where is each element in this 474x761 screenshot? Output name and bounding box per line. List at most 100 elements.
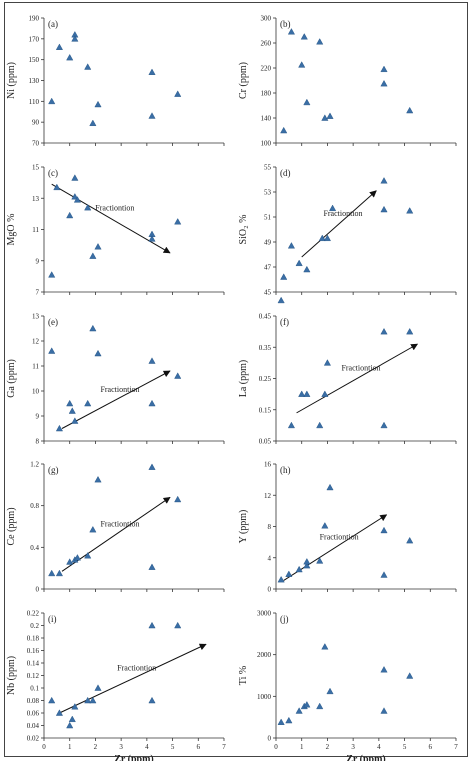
panel-c-label: (c)	[48, 168, 58, 178]
panel-e-ylabel: Ga (ppm)	[6, 359, 17, 398]
panel-b-data-point	[326, 112, 334, 119]
panel-b-data-point	[380, 65, 388, 73]
panel-f-data-point	[277, 296, 285, 304]
panel-f-label: (f)	[280, 317, 289, 327]
panel-i-label: (i)	[48, 614, 57, 624]
panel-h-data-point	[380, 526, 388, 534]
panel-g-data-point	[66, 558, 74, 565]
panel-j-label: (j)	[280, 614, 289, 624]
panel-e-data-point	[48, 347, 56, 354]
panel-i-xtick-label: 1	[68, 743, 72, 751]
panel-h-ylabel: Y (ppm)	[238, 510, 249, 544]
panel-e-ytick-label: 13	[32, 313, 40, 321]
panel-i-xtick-label: 3	[119, 743, 123, 751]
panel-f-annotation: Fractiontion	[341, 364, 380, 373]
panel-d-ytick-label: 47	[264, 264, 272, 272]
panel-e-data-point	[55, 424, 63, 432]
panel-f-data-point	[321, 390, 329, 397]
panel-g-label: (g)	[48, 465, 59, 475]
panel-h-data-point	[303, 561, 311, 569]
panel-a-data-point	[148, 68, 156, 75]
panel-b-data-point	[321, 114, 329, 121]
panel-i-ytick-label: 0.12	[27, 672, 40, 680]
panel-g-data-point	[174, 495, 182, 503]
panel-b-ytick-label: 100	[261, 140, 272, 148]
panel-d-data-point	[323, 234, 331, 242]
panel-c-data-point	[48, 271, 56, 278]
panel-f-ytick-label: 0.05	[259, 438, 272, 446]
panel-i-trend-arrow	[59, 643, 207, 714]
panel-a-data-point	[71, 35, 79, 42]
panel-a-ytick-label: 70	[32, 140, 40, 148]
panel-e-data-point	[68, 407, 76, 414]
panel-c-ylabel: MgO %	[6, 214, 17, 246]
panel-d-ytick-label: 55	[264, 164, 272, 172]
panel-e-data-point	[174, 372, 182, 379]
panel-e-label: (e)	[48, 317, 58, 327]
panel-b-data-point	[380, 80, 388, 87]
panel-f-ylabel: La (ppm)	[238, 360, 249, 398]
panel-f-data-point	[323, 359, 331, 366]
panel-f-ytick-label: 0.35	[259, 344, 272, 352]
panel-c-data-point	[71, 193, 79, 200]
panel-g-annotation: Fractiontion	[100, 519, 139, 528]
panel-h-data-point	[321, 522, 329, 529]
panel-j-data-point	[316, 702, 324, 710]
panel-h-ytick-label: 0	[268, 586, 272, 594]
panel-j-xtick-label: 1	[300, 743, 304, 751]
panel-j-data-point	[326, 687, 334, 695]
panel-a-data-point	[94, 100, 102, 108]
panel-h-ytick-label: 8	[268, 523, 272, 531]
panel-b-data-point	[303, 98, 311, 106]
panel-i-xtick-label: 7	[222, 743, 226, 751]
panel-f-ytick-label: 0.45	[259, 313, 272, 321]
panel-i-ytick-label: 0.06	[27, 710, 40, 718]
panel-i-ytick-label: 0.04	[27, 722, 40, 730]
panel-d-data-point	[380, 177, 388, 184]
panel-c-data-point	[148, 235, 156, 242]
panel-g-data-point	[55, 569, 63, 577]
panel-b-data-point	[287, 28, 295, 35]
panel-d-data-point	[329, 204, 337, 212]
panel-j-data-point	[277, 718, 285, 725]
panel-d-label: (d)	[280, 168, 291, 178]
panel-i-xtick-label: 6	[197, 743, 201, 751]
panel-c-data-point	[89, 252, 97, 259]
panel-i-xlabel: Zr (ppm)	[114, 754, 154, 761]
panel-i-ytick-label: 0.18	[27, 635, 40, 643]
figure-frame	[4, 2, 468, 757]
panel-i-data-point	[66, 721, 74, 729]
panel-a-ytick-label: 130	[29, 77, 40, 85]
panel-j-xtick-label: 3	[351, 743, 355, 751]
panel-f-data-point	[316, 421, 324, 429]
panel-a-ytick-label: 170	[29, 35, 40, 43]
panel-c-data-point	[66, 211, 74, 219]
panel-g-ylabel: Ce (ppm)	[6, 507, 17, 545]
panel-h-data-point	[326, 483, 334, 491]
panel-i-ytick-label: 0.22	[27, 610, 40, 618]
panel-c-data-point	[174, 218, 182, 225]
panel-g-data-point	[48, 569, 56, 577]
panel-c-ytick-label: 15	[32, 164, 40, 172]
panel-c-annotation: Fractiontion	[95, 204, 134, 213]
panel-f-data-point	[406, 328, 414, 335]
panel-g-data-point	[148, 563, 156, 570]
panel-i-ytick-label: 0.02	[27, 735, 40, 743]
panel-i-ytick-label: 0.16	[27, 647, 40, 655]
panel-b-data-point	[406, 106, 414, 114]
panel-j-ytick-label: 0	[268, 735, 272, 743]
panel-a-data-point	[174, 90, 182, 97]
panel-d-ytick-label: 45	[264, 289, 272, 297]
panel-i-xtick-label: 0	[42, 743, 46, 751]
panel-i-data-point	[84, 696, 92, 704]
panel-i-ylabel: Nb (ppm)	[6, 656, 17, 695]
panel-g-data-point	[84, 552, 92, 559]
panel-g-ytick-label: 0.4	[30, 544, 39, 552]
panel-c-data-point	[94, 243, 102, 250]
panel-c-data-point	[73, 196, 81, 203]
panel-i-data-point	[89, 696, 97, 704]
panel-a-data-point	[66, 53, 74, 61]
panel-j-xtick-label: 4	[377, 743, 381, 751]
panel-c-ytick-label: 7	[36, 289, 40, 297]
